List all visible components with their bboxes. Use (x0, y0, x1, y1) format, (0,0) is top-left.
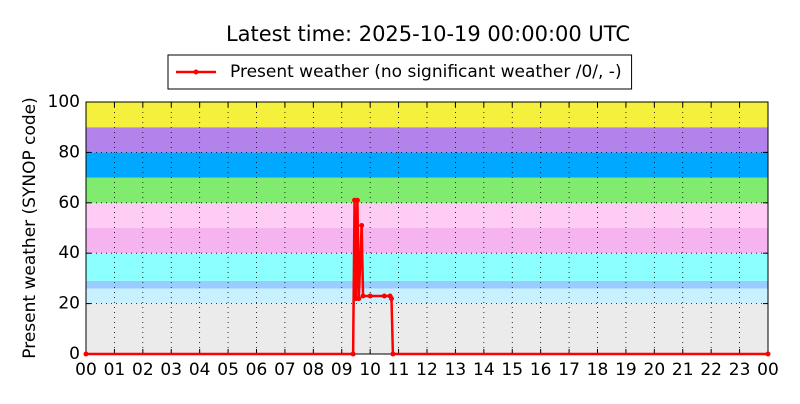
legend-box (167, 54, 633, 90)
data-point (359, 222, 365, 228)
x-tick-label: 10 (359, 360, 381, 380)
x-tick-label: 19 (615, 360, 637, 380)
legend-marker (193, 69, 199, 75)
background-band (86, 152, 768, 178)
x-tick-label: 06 (246, 360, 268, 380)
data-point (354, 197, 360, 203)
x-tick-label: 23 (729, 360, 751, 380)
x-tick-label: 15 (501, 360, 523, 380)
x-tick-label: 09 (331, 360, 353, 380)
data-point (381, 293, 387, 299)
x-tick-label: 01 (104, 360, 126, 380)
data-point (83, 351, 89, 357)
legend: Present weather (no significant weather … (167, 54, 633, 90)
x-tick-label: 12 (416, 360, 438, 380)
y-tick-label: 40 (58, 243, 80, 263)
x-tick-label: 00 (75, 360, 97, 380)
y-tick-label: 80 (58, 142, 80, 162)
data-point (367, 293, 373, 299)
background-band (86, 288, 768, 304)
x-tick-label: 13 (445, 360, 467, 380)
x-tick-label: 03 (160, 360, 182, 380)
x-tick-label: 07 (274, 360, 296, 380)
y-tick-label: 0 (69, 344, 80, 364)
data-point (388, 296, 394, 302)
background-band (86, 303, 768, 354)
data-point (360, 293, 366, 299)
x-tick-label: 04 (189, 360, 211, 380)
data-point (390, 351, 396, 357)
data-point (350, 351, 356, 357)
background-band (86, 280, 768, 289)
data-point (356, 296, 362, 302)
x-tick-label: 02 (132, 360, 154, 380)
background-band (86, 127, 768, 153)
y-tick-label: 20 (58, 294, 80, 314)
background-band (86, 177, 768, 203)
y-axis-label: Present weather (SYNOP code) (20, 97, 40, 358)
x-tick-label: 21 (672, 360, 694, 380)
x-tick-label: 17 (558, 360, 580, 380)
y-tick-label: 100 (48, 92, 80, 112)
background-band (86, 202, 768, 228)
data-point (765, 351, 771, 357)
y-tick-label: 60 (58, 193, 80, 213)
chart-title: Latest time: 2025-10-19 00:00:00 UTC (226, 22, 630, 46)
x-tick-label: 05 (217, 360, 239, 380)
legend-label: Present weather (no significant weather … (230, 62, 622, 82)
x-tick-label: 22 (700, 360, 722, 380)
x-tick-label: 11 (388, 360, 410, 380)
x-tick-label: 16 (530, 360, 552, 380)
x-tick-label: 08 (303, 360, 325, 380)
x-tick-label: 20 (644, 360, 666, 380)
x-tick-label: 00 (757, 360, 779, 380)
x-tick-label: 14 (473, 360, 495, 380)
background-band (86, 228, 768, 254)
x-tick-label: 18 (587, 360, 609, 380)
